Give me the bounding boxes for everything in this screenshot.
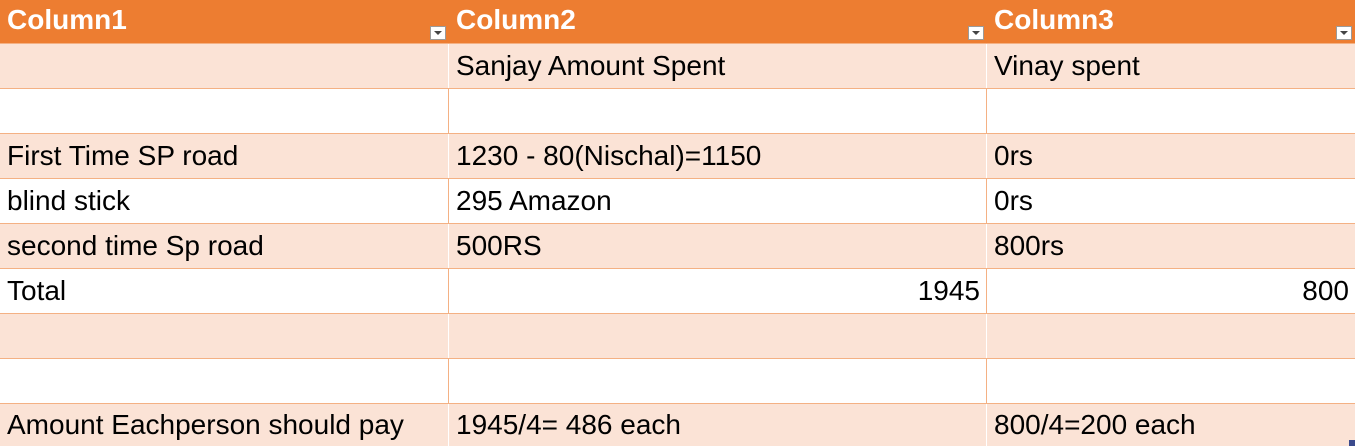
table-cell[interactable] [987, 314, 1355, 358]
table-row: blind stick 295 Amazon 0rs [0, 178, 1355, 223]
table-row: second time Sp road 500RS 800rs [0, 223, 1355, 268]
column1-filter-icon[interactable] [430, 26, 446, 40]
table-cell[interactable]: 800rs [994, 230, 1065, 261]
table-cell[interactable]: Vinay spent [994, 50, 1140, 81]
table-row: First Time SP road 1230 - 80(Nischal)=11… [0, 133, 1355, 178]
table-cell[interactable]: 800 [1302, 275, 1349, 306]
table-cell[interactable]: Sanjay Amount Spent [449, 44, 987, 88]
table-cell[interactable] [0, 44, 449, 88]
table-header-row: Column1 Column2 Column3 [0, 0, 1355, 43]
table-cell[interactable]: 800/4=200 each [994, 409, 1196, 440]
table-cell[interactable]: 0rs [994, 140, 1033, 171]
column3-header[interactable]: Column3 [987, 0, 1355, 43]
column2-header[interactable]: Column2 [449, 0, 987, 43]
table-row-total: Total 1945 800 [0, 268, 1355, 313]
table-cell[interactable]: blind stick [0, 179, 449, 223]
table-cell[interactable] [987, 359, 1355, 403]
table-row [0, 358, 1355, 403]
table-cell[interactable]: Amount Eachperson should pay [0, 404, 449, 446]
table-cell[interactable] [0, 89, 449, 133]
table-cell[interactable]: First Time SP road [0, 134, 449, 178]
column2-header-label: Column2 [456, 4, 576, 35]
table-cell[interactable]: 0rs [994, 185, 1033, 216]
table-row [0, 313, 1355, 358]
table-cell[interactable] [0, 359, 449, 403]
table-cell[interactable]: 1945 [449, 269, 987, 313]
table-row [0, 88, 1355, 133]
table-cell[interactable] [449, 359, 987, 403]
table-cell[interactable]: second time Sp road [0, 224, 449, 268]
table-cell[interactable]: 1945/4= 486 each [449, 404, 987, 446]
table-row: Sanjay Amount Spent Vinay spent [0, 43, 1355, 88]
table-cell[interactable] [449, 89, 987, 133]
column3-filter-icon[interactable] [1336, 26, 1352, 40]
table-cell[interactable]: 1230 - 80(Nischal)=1150 [449, 134, 987, 178]
column1-header[interactable]: Column1 [0, 0, 449, 43]
table-cell[interactable]: 500RS [449, 224, 987, 268]
table-cell[interactable] [0, 314, 449, 358]
table-cell[interactable] [449, 314, 987, 358]
table-cell[interactable] [987, 89, 1355, 133]
table-row: Amount Eachperson should pay 1945/4= 486… [0, 403, 1355, 446]
column1-header-label: Column1 [7, 4, 127, 35]
table-cell[interactable]: 295 Amazon [449, 179, 987, 223]
table-resize-handle-icon[interactable] [1349, 440, 1355, 446]
table-cell[interactable]: Total [0, 269, 449, 313]
column2-filter-icon[interactable] [968, 26, 984, 40]
column3-header-label: Column3 [994, 4, 1114, 35]
